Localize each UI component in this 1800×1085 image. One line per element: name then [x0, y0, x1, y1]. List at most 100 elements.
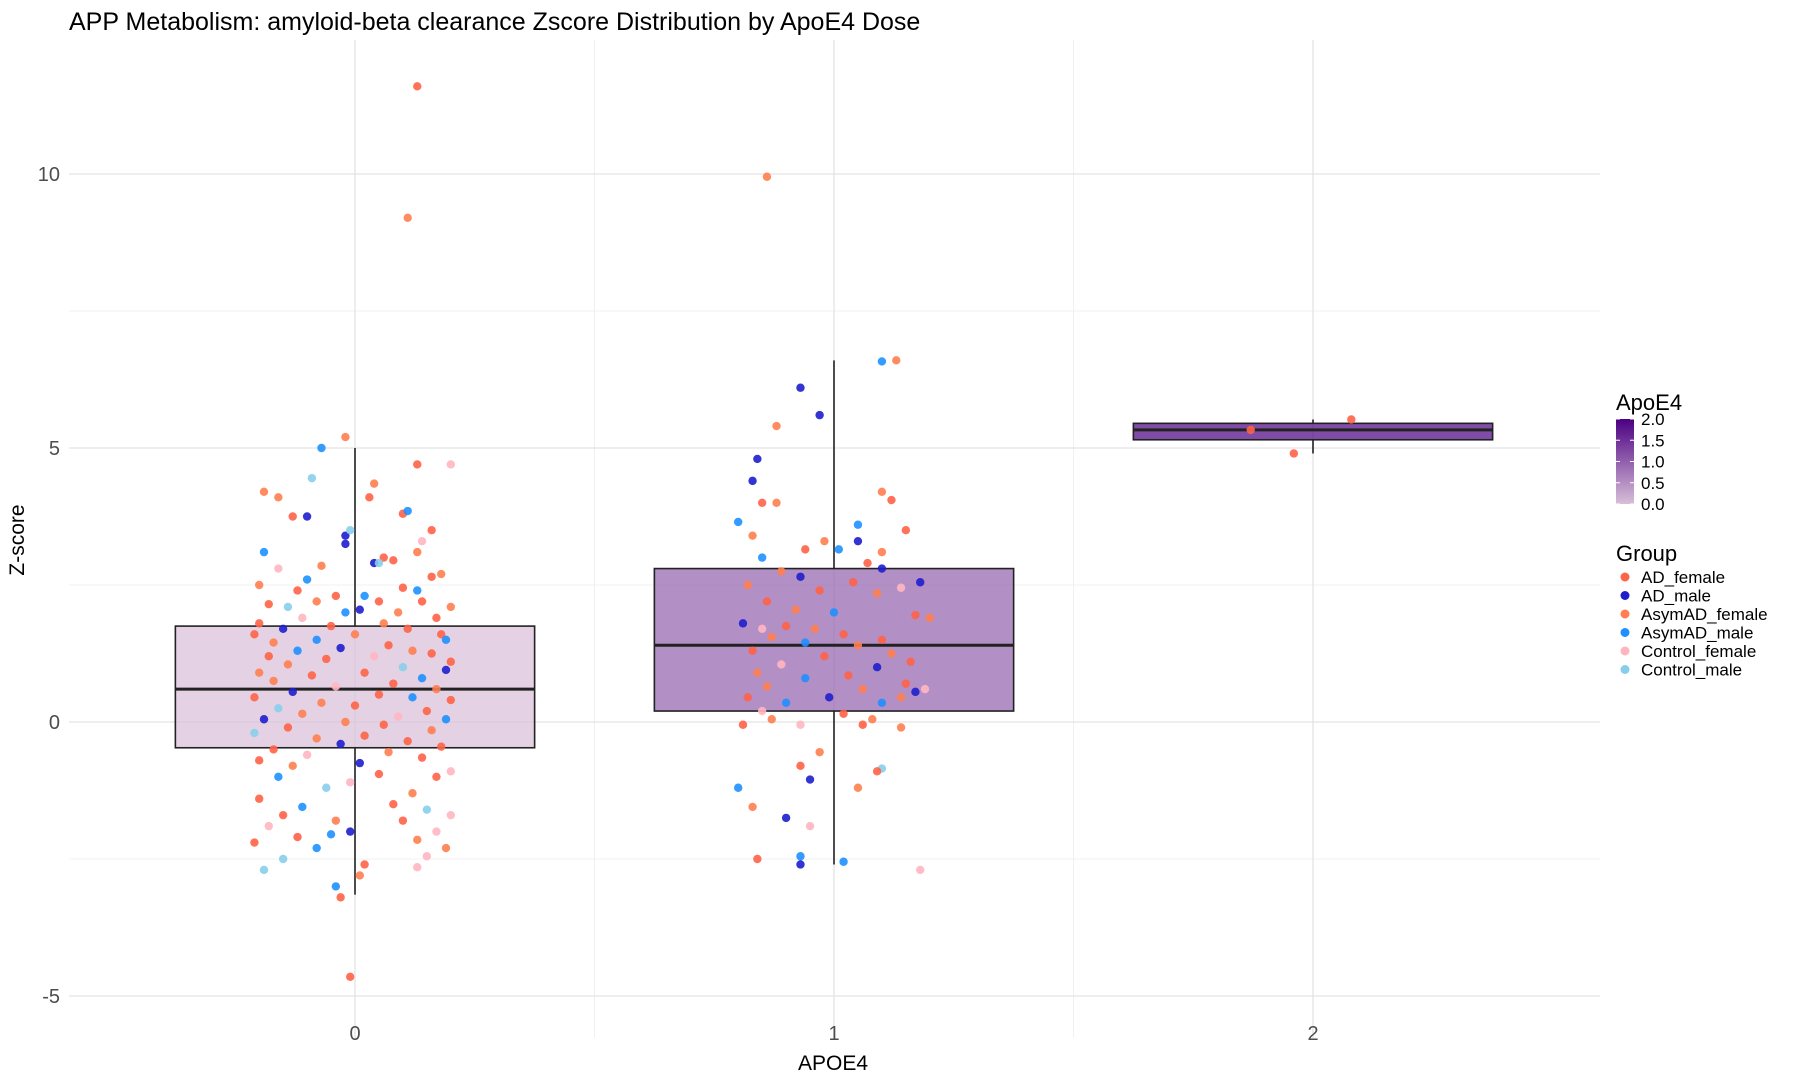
legend-label: Control_female — [1641, 642, 1756, 661]
data-point-ad-female — [283, 723, 293, 732]
data-point-ad-female — [413, 460, 422, 469]
data-point-control-male — [346, 526, 355, 535]
data-point-ad-female — [379, 720, 388, 729]
data-point-ad-female — [360, 860, 369, 869]
data-point-ad-female — [374, 690, 384, 699]
data-point-ad-female — [255, 619, 264, 628]
data-point-ad-male — [781, 813, 791, 823]
data-point-control-male — [274, 704, 283, 713]
data-point-asymad-female — [762, 682, 772, 691]
data-point-control-female — [446, 810, 455, 820]
data-point-control-female — [432, 827, 441, 836]
data-point-asymad-female — [355, 871, 364, 880]
data-point-ad-female — [738, 720, 748, 729]
data-point-ad-female — [278, 810, 288, 820]
color-legend-title: Group — [1616, 541, 1677, 566]
data-point-asymad-male — [341, 608, 350, 617]
data-point-ad-female — [389, 800, 398, 809]
data-point-ad-male — [346, 827, 355, 836]
data-point-asymad-female — [413, 547, 422, 557]
data-point-control-female — [302, 750, 312, 760]
y-tick-label: -5 — [42, 986, 60, 1008]
data-point-ad-male — [336, 643, 345, 653]
data-point-asymad-female — [748, 802, 757, 812]
data-point-ad-male — [825, 693, 834, 702]
data-point-ad-male — [748, 476, 757, 486]
data-point-ad-male — [815, 410, 824, 420]
data-point-asymad-female — [384, 747, 393, 757]
data-point-asymad-male — [734, 783, 743, 792]
data-point-asymad-male — [298, 802, 307, 812]
data-point-asymad-female — [872, 589, 882, 598]
data-point-ad-female — [255, 794, 264, 803]
data-point-ad-female — [360, 668, 369, 677]
data-point-control-male — [422, 805, 432, 814]
data-point-ad-male — [288, 687, 297, 697]
legend-label: AD_female — [1641, 568, 1725, 587]
data-point-asymad-female — [312, 597, 321, 606]
data-point-ad-female — [307, 671, 317, 680]
data-point-asymad-female — [427, 726, 436, 735]
data-point-control-female — [446, 460, 455, 469]
data-point-asymad-female — [446, 602, 455, 612]
legend-key-ad-female — [1620, 572, 1630, 582]
data-point-asymad-female — [317, 561, 326, 571]
data-point-ad-female — [901, 526, 911, 535]
data-point-asymad-female — [274, 493, 283, 502]
data-point-ad-female — [389, 556, 398, 565]
data-point-control-male — [259, 865, 269, 875]
data-point-ad-male — [259, 715, 269, 724]
data-point-control-male — [250, 728, 259, 738]
data-point-control-female — [298, 613, 307, 623]
data-point-ad-female — [427, 649, 436, 658]
data-point-asymad-female — [317, 698, 326, 708]
data-point-asymad-male — [302, 575, 312, 584]
x-tick-label: 2 — [1307, 1023, 1318, 1045]
data-point-asymad-female — [858, 684, 867, 694]
data-point-asymad-female — [810, 624, 820, 634]
data-point-asymad-female — [820, 536, 829, 546]
data-point-ad-male — [355, 758, 364, 768]
legend-label: AD_male — [1641, 587, 1711, 606]
data-point-asymad-female — [877, 487, 887, 497]
data-point-ad-male — [441, 665, 451, 675]
data-point-ad-female — [417, 753, 427, 762]
data-point-ad-female — [863, 558, 872, 568]
data-point-ad-male — [796, 572, 805, 581]
data-point-asymad-male — [839, 857, 848, 866]
data-point-control-female — [422, 852, 432, 861]
data-point-asymad-female — [312, 734, 321, 743]
data-point-asymad-female — [269, 638, 278, 647]
data-point-ad-female — [322, 654, 331, 664]
data-point-ad-male — [753, 454, 762, 464]
box — [1132, 422, 1494, 441]
box — [653, 567, 1015, 712]
data-point-ad-female — [398, 816, 408, 825]
legend-key-ad-male — [1620, 591, 1630, 600]
data-point-asymad-male — [796, 852, 805, 861]
data-point-ad-male — [355, 605, 364, 614]
data-point-asymad-male — [441, 635, 451, 644]
data-point-ad-male — [278, 624, 288, 634]
x-tick-label: 1 — [828, 1023, 839, 1045]
data-point-asymad-male — [877, 357, 887, 366]
data-point-asymad-male — [293, 646, 302, 655]
data-point-asymad-male — [331, 882, 341, 891]
data-point-asymad-male — [417, 673, 427, 683]
data-point-control-female — [369, 652, 379, 661]
data-point-asymad-female — [288, 761, 297, 771]
data-point-control-male — [283, 602, 293, 612]
data-point-ad-male — [916, 578, 925, 587]
data-point-asymad-male — [360, 591, 369, 601]
data-point-asymad-female — [892, 356, 901, 365]
data-point-ad-female — [360, 731, 369, 740]
data-point-control-female — [757, 624, 767, 634]
data-point-control-female — [896, 583, 906, 592]
x-tick-label: 0 — [349, 1023, 360, 1045]
data-point-asymad-female — [777, 567, 786, 576]
data-point-ad-female — [250, 838, 259, 847]
data-point-ad-female — [877, 635, 887, 644]
y-tick-label: 5 — [49, 438, 60, 460]
data-point-control-female — [446, 767, 455, 776]
data-point-ad-female — [446, 695, 455, 705]
